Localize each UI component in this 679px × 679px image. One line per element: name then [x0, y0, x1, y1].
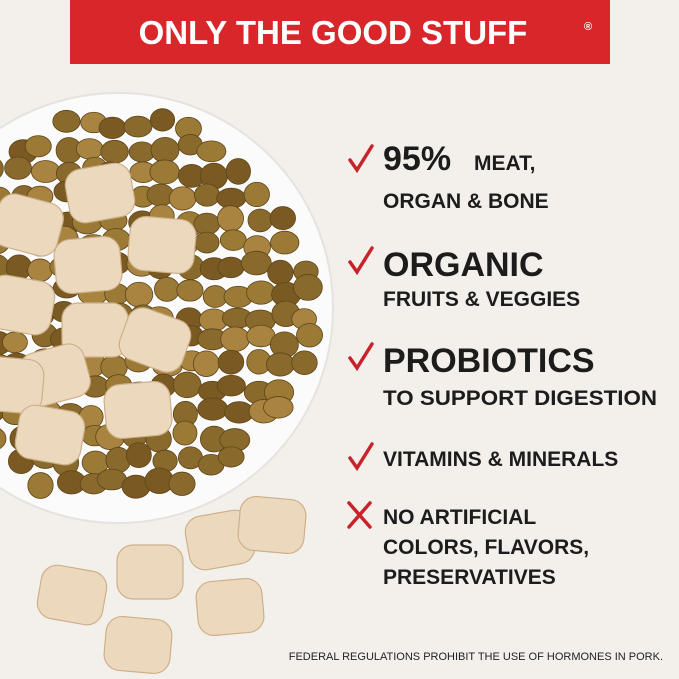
- kibble: [124, 281, 154, 308]
- banner-title: ONLY THE GOOD STUFF: [139, 14, 528, 51]
- kibble: [172, 420, 198, 446]
- kibble: [52, 109, 81, 133]
- kibble: [100, 139, 129, 164]
- kibble: [27, 258, 53, 283]
- kibble: [172, 371, 202, 399]
- kibble: [98, 116, 127, 139]
- feature-text: NO ARTIFICIAL: [383, 506, 536, 529]
- meat-chunk: [116, 544, 184, 600]
- kibble: [149, 108, 176, 132]
- meat-chunk: [237, 495, 307, 555]
- feature-headline: PROBIOTICS: [383, 342, 595, 380]
- registered-mark: ®: [584, 21, 592, 33]
- feature-text: VITAMINS & MINERALS: [383, 448, 618, 471]
- kibble: [176, 279, 204, 302]
- kibble: [217, 446, 245, 468]
- kibble: [270, 230, 300, 255]
- meat-chunk: [0, 274, 56, 336]
- kibble: [267, 259, 294, 286]
- kibble: [30, 160, 61, 183]
- meat-chunk: [0, 193, 64, 257]
- kibble: [241, 250, 272, 276]
- kibble: [0, 428, 7, 449]
- meat-chunk: [14, 404, 86, 466]
- meat-chunk: [53, 235, 123, 295]
- kibble: [217, 205, 244, 232]
- feature-text: MEAT,: [474, 152, 535, 175]
- check-icon: [348, 246, 374, 276]
- meat-chunk: [195, 577, 265, 637]
- feature-text: TO SUPPORT DIGESTION: [383, 387, 657, 410]
- kibble: [225, 158, 251, 185]
- check-icon: [348, 144, 374, 174]
- kibble: [247, 208, 273, 233]
- kibble: [220, 326, 250, 352]
- kibble: [193, 183, 221, 207]
- kibble: [291, 350, 318, 375]
- kibble: [265, 352, 295, 377]
- meat-chunk: [0, 355, 45, 415]
- meat-chunk: [103, 380, 173, 440]
- kibble: [219, 229, 247, 251]
- kibble: [168, 471, 196, 496]
- kibble: [154, 276, 180, 302]
- kibble: [246, 280, 276, 305]
- meat-chunk: [36, 564, 108, 626]
- meat-chunk: [118, 307, 192, 373]
- feature-text: COLORS, FLAVORS,: [383, 536, 589, 559]
- check-icon: [348, 442, 374, 472]
- kibble: [196, 140, 227, 163]
- kibble: [193, 212, 221, 236]
- kibble: [216, 374, 246, 397]
- icons: [347, 144, 374, 529]
- kibble: [217, 256, 245, 279]
- food: [0, 108, 323, 675]
- feature-text: ORGAN & BONE: [383, 190, 549, 213]
- kibble: [243, 181, 270, 208]
- kibble: [194, 231, 220, 254]
- feature-text: PRESERVATIVES: [383, 566, 556, 589]
- meat-chunk: [127, 215, 197, 275]
- feature-headline: 95%: [383, 140, 451, 178]
- footnote: FEDERAL REGULATIONS PROHIBIT THE USE OF …: [289, 651, 663, 663]
- kibble: [24, 135, 52, 158]
- kibble: [293, 274, 323, 301]
- x-icon: [347, 501, 372, 529]
- kibble: [168, 186, 197, 211]
- check-icon: [348, 342, 374, 372]
- kibble: [123, 115, 153, 138]
- kibble: [197, 397, 229, 421]
- kibble: [217, 349, 245, 375]
- kibble: [75, 138, 104, 160]
- kibble: [2, 331, 28, 354]
- meat-chunk: [64, 162, 136, 224]
- banner: [70, 0, 610, 64]
- meat-chunk: [103, 615, 173, 675]
- kibble: [150, 136, 180, 163]
- feature-text: FRUITS & VEGGIES: [383, 288, 580, 311]
- kibble: [269, 206, 296, 231]
- kibble: [149, 159, 180, 185]
- kibble: [192, 350, 220, 377]
- kibble: [263, 396, 294, 419]
- kibble: [27, 472, 54, 499]
- kibble: [296, 323, 323, 348]
- kibble: [4, 156, 32, 180]
- kibble: [125, 442, 152, 468]
- kibble: [0, 159, 4, 178]
- feature-headline: ORGANIC: [383, 246, 544, 284]
